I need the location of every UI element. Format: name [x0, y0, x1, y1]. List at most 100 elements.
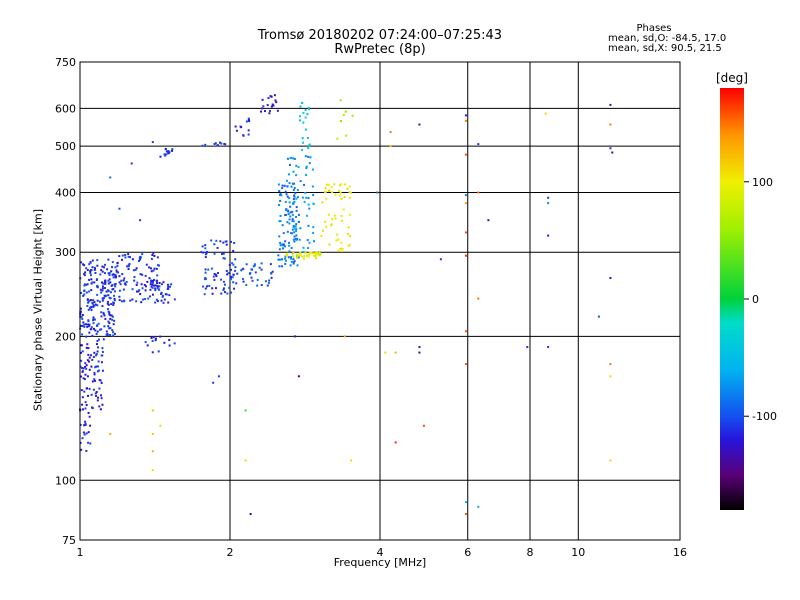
- scatter-point: [292, 183, 294, 185]
- scatter-point: [285, 191, 287, 193]
- scatter-point: [246, 263, 248, 265]
- scatter-point: [262, 99, 264, 101]
- scatter-point: [152, 294, 154, 296]
- scatter-point: [120, 283, 122, 285]
- scatter-point: [292, 218, 294, 220]
- scatter-point: [129, 300, 131, 302]
- scatter-point: [123, 289, 125, 291]
- scatter-point: [299, 106, 301, 108]
- scatter-point: [88, 324, 90, 326]
- scatter-point: [423, 425, 425, 427]
- scatter-point: [82, 408, 84, 410]
- scatter-point: [343, 209, 345, 211]
- scatter-point: [128, 265, 130, 267]
- scatter-point: [281, 258, 283, 260]
- scatter-point: [112, 261, 114, 263]
- scatter-point: [236, 273, 238, 275]
- scatter-point: [159, 156, 161, 158]
- scatter-point: [91, 281, 93, 283]
- scatter-point: [274, 99, 276, 101]
- scatter-point: [284, 245, 286, 247]
- scatter-point: [94, 267, 96, 269]
- scatter-point: [98, 360, 100, 362]
- scatter-point: [97, 300, 99, 302]
- scatter-point: [133, 280, 135, 282]
- scatter-point: [307, 255, 309, 257]
- scatter-point: [233, 242, 235, 244]
- scatter-point: [164, 155, 166, 157]
- scatter-point: [107, 303, 109, 305]
- scatter-point: [279, 200, 281, 202]
- scatter-point: [224, 143, 226, 145]
- scatter-point: [146, 281, 148, 283]
- scatter-point: [100, 292, 102, 294]
- scatter-point: [348, 226, 350, 228]
- scatter-point: [114, 333, 116, 335]
- scatter-point: [107, 259, 109, 261]
- scatter-point: [136, 291, 138, 293]
- scatter-point: [81, 333, 83, 335]
- scatter-point: [234, 270, 236, 272]
- scatter-point: [215, 142, 217, 144]
- scatter-point: [136, 282, 138, 284]
- scatter-point: [334, 215, 336, 217]
- scatter-point: [298, 221, 300, 223]
- scatter-point: [291, 247, 293, 249]
- scatter-point: [87, 442, 89, 444]
- scatter-point: [261, 269, 263, 271]
- scatter-point: [103, 325, 105, 327]
- scatter-point: [230, 241, 232, 243]
- scatter-point: [163, 302, 165, 304]
- scatter-point: [288, 242, 290, 244]
- scatter-point: [219, 240, 221, 242]
- scatter-point: [308, 204, 310, 206]
- scatter-point: [611, 151, 613, 153]
- scatter-point: [106, 330, 108, 332]
- scatter-point: [86, 432, 88, 434]
- scatter-point: [341, 215, 343, 217]
- scatter-point: [418, 346, 420, 348]
- scatter-point: [82, 325, 84, 327]
- scatter-point: [312, 194, 314, 196]
- scatter-point: [262, 105, 264, 107]
- scatter-point: [279, 248, 281, 250]
- scatter-point: [309, 156, 311, 158]
- scatter-point: [89, 299, 91, 301]
- scatter-point: [112, 316, 114, 318]
- scatter-point: [288, 222, 290, 224]
- scatter-point: [293, 231, 295, 233]
- y-tick-label: 750: [55, 56, 76, 69]
- scatter-point: [101, 361, 103, 363]
- scatter-point: [206, 285, 208, 287]
- scatter-point: [270, 263, 272, 265]
- scatter-point: [90, 278, 92, 280]
- scatter-point: [152, 469, 154, 471]
- scatter-point: [292, 214, 294, 216]
- scatter-point: [293, 239, 295, 241]
- scatter-point: [149, 289, 151, 291]
- scatter-point: [167, 284, 169, 286]
- scatter-point: [526, 346, 528, 348]
- scatter-point: [224, 284, 226, 286]
- scatter-point: [487, 219, 489, 221]
- scatter-point: [108, 272, 110, 274]
- scatter-point: [86, 364, 88, 366]
- scatter-point: [236, 130, 238, 132]
- scatter-point: [104, 287, 106, 289]
- scatter-point: [153, 270, 155, 272]
- scatter-point: [82, 321, 84, 323]
- scatter-point: [290, 211, 292, 213]
- scatter-point: [477, 143, 479, 145]
- scatter-point: [92, 319, 94, 321]
- scatter-point: [347, 233, 349, 235]
- scatter-point: [164, 299, 166, 301]
- scatter-point: [278, 235, 280, 237]
- scatter-point: [158, 350, 160, 352]
- scatter-point: [109, 433, 111, 435]
- scatter-point: [344, 335, 346, 337]
- scatter-point: [307, 247, 309, 249]
- scatter-point: [202, 145, 204, 147]
- scatter-point: [255, 271, 257, 273]
- scatter-point: [222, 242, 224, 244]
- scatter-point: [289, 182, 291, 184]
